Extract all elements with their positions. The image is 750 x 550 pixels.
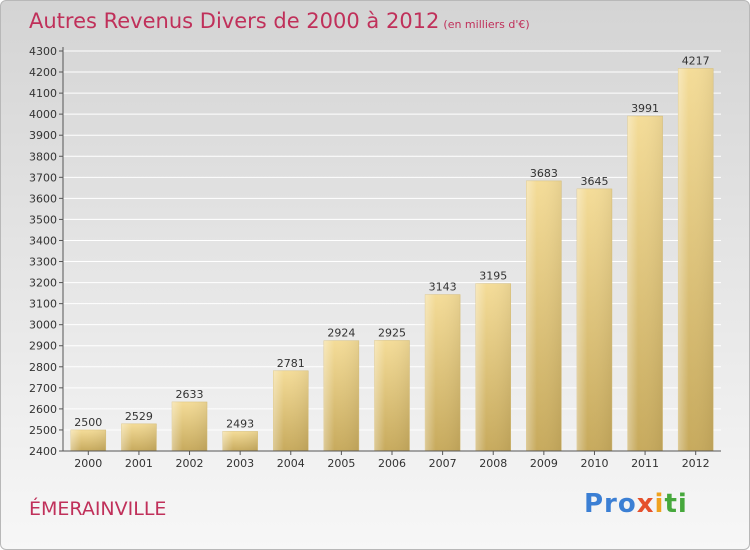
bar-shading	[374, 340, 410, 451]
y-tick-label: 4200	[29, 66, 57, 79]
bar-value-label: 2925	[378, 326, 406, 339]
bar-value-label: 4217	[682, 54, 710, 67]
chart-title: Autres Revenus Divers de 2000 à 2012 (en …	[29, 9, 530, 33]
bar-shading	[70, 429, 106, 451]
logo-part: Pro	[584, 489, 637, 519]
location-name: ÉMERAINVILLE	[29, 498, 167, 520]
y-tick-label: 3700	[29, 171, 57, 184]
proxiti-logo[interactable]: Proxiti	[584, 489, 688, 519]
bar-value-label: 2529	[125, 410, 153, 423]
y-tick-label: 2900	[29, 340, 57, 353]
y-tick-label: 3200	[29, 277, 57, 290]
y-tick-label: 2800	[29, 361, 57, 374]
bars: 2500 2529 2633 2493 2781 2924 2925 3143 3195 3683…	[70, 54, 714, 452]
x-tick-label: 2004	[277, 457, 305, 470]
y-tick-label: 3800	[29, 150, 57, 163]
x-tick-label: 2008	[479, 457, 507, 470]
y-tick-label: 4100	[29, 87, 57, 100]
y-tick-label: 3500	[29, 213, 57, 226]
bar-shading	[222, 431, 258, 451]
y-tick-label: 3400	[29, 234, 57, 247]
bar-value-label: 2633	[176, 388, 204, 401]
y-tick-label: 2400	[29, 445, 57, 458]
x-tick-label: 2002	[176, 457, 204, 470]
x-tick-label: 2006	[378, 457, 406, 470]
y-tick-label: 3100	[29, 298, 57, 311]
x-tick-label: 2010	[580, 457, 608, 470]
bar-shading	[576, 188, 612, 452]
bar-value-label: 3991	[631, 102, 659, 115]
chart-title-text: Autres Revenus Divers de 2000 à 2012	[29, 9, 440, 33]
logo-part: i	[654, 489, 665, 519]
bar-shading	[121, 423, 157, 451]
x-tick-label: 2007	[429, 457, 457, 470]
x-tick-label: 2003	[226, 457, 254, 470]
y-tick-label: 2600	[29, 403, 57, 416]
bar-value-label: 3683	[530, 167, 558, 180]
logo-part: ti	[664, 489, 688, 519]
y-tick-label: 4300	[29, 45, 57, 58]
bar-value-label: 2924	[327, 327, 355, 340]
bar-shading	[678, 68, 714, 451]
bar-value-label: 3645	[580, 175, 608, 188]
y-tick-label: 3600	[29, 192, 57, 205]
y-tick-label: 3000	[29, 319, 57, 332]
bar-value-label: 2493	[226, 417, 254, 430]
y-tick-label: 3300	[29, 256, 57, 269]
bar-value-label: 2781	[277, 357, 305, 370]
bar-shading	[475, 283, 511, 451]
x-tick-label: 2011	[631, 457, 659, 470]
bar-value-label: 2500	[74, 416, 102, 429]
bar-value-label: 3143	[429, 281, 457, 294]
y-tick-label: 4000	[29, 108, 57, 121]
bar-value-label: 3195	[479, 270, 507, 283]
x-tick-label: 2005	[327, 457, 355, 470]
bar-shading	[172, 401, 208, 451]
bar-shading	[526, 180, 562, 452]
logo-part: x	[636, 489, 655, 519]
y-tick-label: 2700	[29, 382, 57, 395]
x-tick-label: 2000	[74, 457, 102, 470]
x-tick-label: 2001	[125, 457, 153, 470]
bar-shading	[627, 116, 663, 451]
bar-shading	[273, 370, 309, 451]
axes: 2400 2500 2600 2700 2800 2900 3000 3100 3200 3300…	[29, 45, 721, 470]
bar-shading	[323, 340, 359, 451]
x-tick-label: 2009	[530, 457, 558, 470]
y-tick-label: 3900	[29, 129, 57, 142]
x-tick-label: 2012	[682, 457, 710, 470]
chart-subtitle: (en milliers d'€)	[443, 18, 530, 31]
y-tick-label: 2500	[29, 424, 57, 437]
bar-shading	[425, 294, 461, 451]
